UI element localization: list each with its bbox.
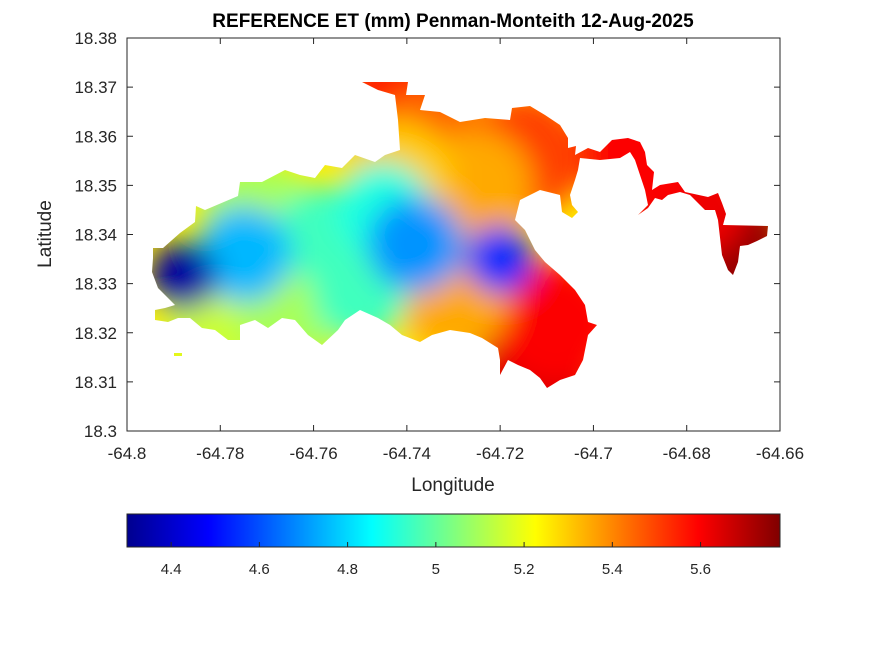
y-tick-label: 18.35 <box>74 176 117 195</box>
x-tick-label: -64.76 <box>289 444 337 463</box>
x-tick-label: -64.78 <box>196 444 244 463</box>
y-tick-label: 18.31 <box>74 373 117 392</box>
colorbar-tick-label: 4.4 <box>161 561 182 578</box>
et-hotspot <box>368 196 465 293</box>
y-tick-label: 18.36 <box>74 127 117 146</box>
y-tick-label: 18.3 <box>84 422 117 441</box>
y-axis-ticks: 18.3 18.31 18.32 18.33 18.34 18.35 18.36 18.37 1… <box>74 29 780 441</box>
x-axis-ticks: -64.8 -64.78 -64.76 -64.74 -64.72 -64.7 -64.68… <box>108 38 804 463</box>
y-tick-label: 18.33 <box>74 275 117 294</box>
et-hotspot <box>578 88 703 213</box>
x-tick-label: -64.72 <box>476 444 524 463</box>
colorbar: 4.4 4.6 4.8 5 5.2 5.4 5.6 <box>126 513 781 578</box>
et-field <box>127 34 787 431</box>
x-tick-label: -64.66 <box>756 444 804 463</box>
et-hotspot <box>195 206 292 303</box>
y-tick-label: 18.32 <box>74 324 117 343</box>
et-hotspot <box>148 242 217 311</box>
axes: -64.8 -64.78 -64.76 -64.74 -64.72 -64.7 -64.68… <box>74 29 804 463</box>
colorbar-ticks: 4.4 4.6 4.8 5 5.2 5.4 5.6 <box>161 542 711 578</box>
y-tick-label: 18.34 <box>74 226 117 245</box>
et-hotspot <box>466 225 535 294</box>
x-tick-label: -64.8 <box>108 444 147 463</box>
colorbar-tick-label: 5.4 <box>602 561 623 578</box>
et-hotspot <box>494 260 619 385</box>
y-axis-label: Latitude <box>35 200 56 268</box>
x-tick-label: -64.68 <box>663 444 711 463</box>
colorbar-tick-label: 5 <box>432 561 440 578</box>
y-tick-label: 18.37 <box>74 78 117 97</box>
y-tick-label: 18.38 <box>74 29 117 48</box>
chart-title: REFERENCE ET (mm) Penman-Monteith 12-Aug… <box>212 11 694 32</box>
colorbar-tick-label: 4.6 <box>249 561 270 578</box>
colorbar-tick-label: 4.8 <box>337 561 358 578</box>
x-tick-label: -64.74 <box>383 444 431 463</box>
colorbar-tick-label: 5.6 <box>690 561 711 578</box>
x-tick-label: -64.7 <box>574 444 613 463</box>
colorbar-tick-label: 5.2 <box>514 561 535 578</box>
colorbar-gradient <box>126 513 781 548</box>
x-axis-label: Longitude <box>411 475 494 496</box>
